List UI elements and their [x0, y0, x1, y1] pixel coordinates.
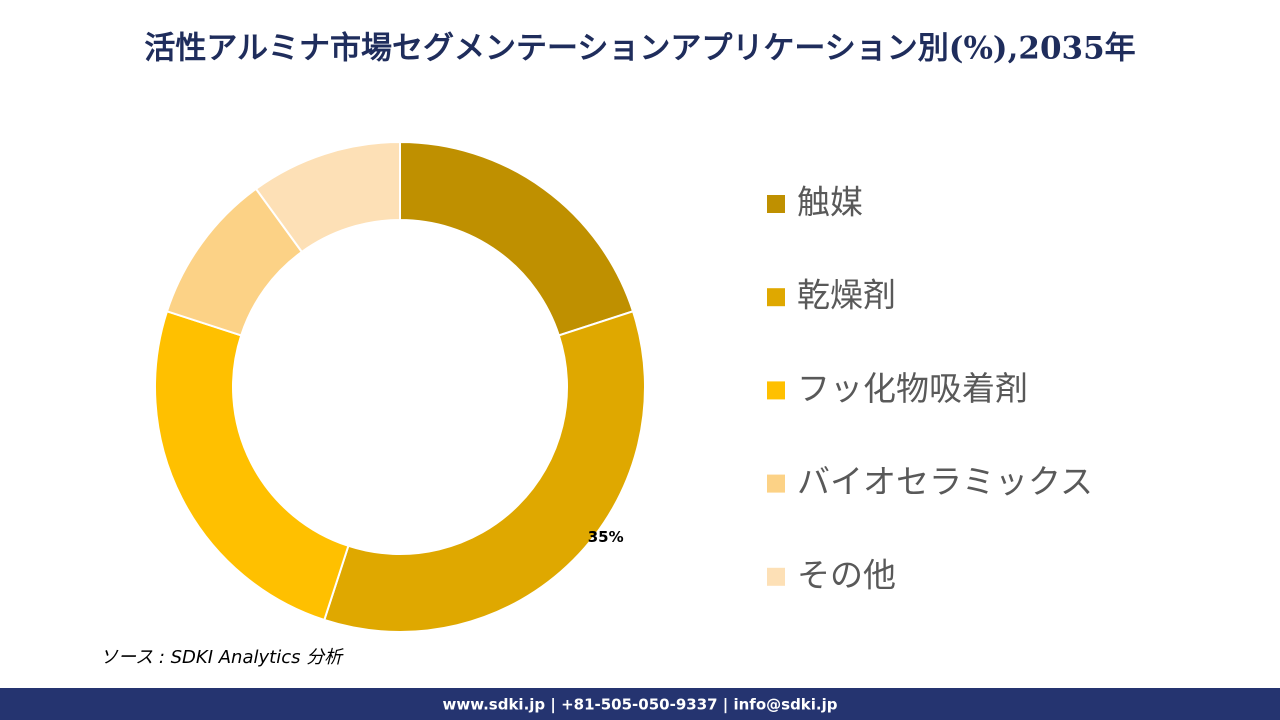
- legend-swatch: [767, 474, 785, 493]
- donut: 35%: [154, 140, 646, 633]
- slice: [399, 140, 635, 337]
- legend-label: バイオセラミックス: [797, 462, 1093, 501]
- chart-title: 活性アルミナ市場セグメンテーションアプリケーション別(%),2035年: [144, 31, 1135, 67]
- legend-swatch: [767, 381, 785, 400]
- data-label: 35%: [588, 528, 624, 546]
- slice: [323, 310, 646, 633]
- footer-text: www.sdki.jp | +81-505-050-9337 | info@sd…: [442, 696, 837, 715]
- legend-swatch: [767, 195, 785, 213]
- legend-label: フッ化物吸着剤: [797, 369, 1028, 408]
- source: ソース : SDKI Analytics 分析: [100, 647, 344, 668]
- legend-label: 乾燥剤: [797, 276, 896, 315]
- slice: [254, 140, 401, 254]
- slice: [154, 310, 350, 622]
- footer-bar: [0, 688, 1280, 720]
- legend-label: その他: [797, 555, 896, 594]
- legend-swatch: [767, 567, 785, 586]
- legend-label: 触媒: [797, 183, 863, 222]
- legend-swatch: [767, 288, 785, 307]
